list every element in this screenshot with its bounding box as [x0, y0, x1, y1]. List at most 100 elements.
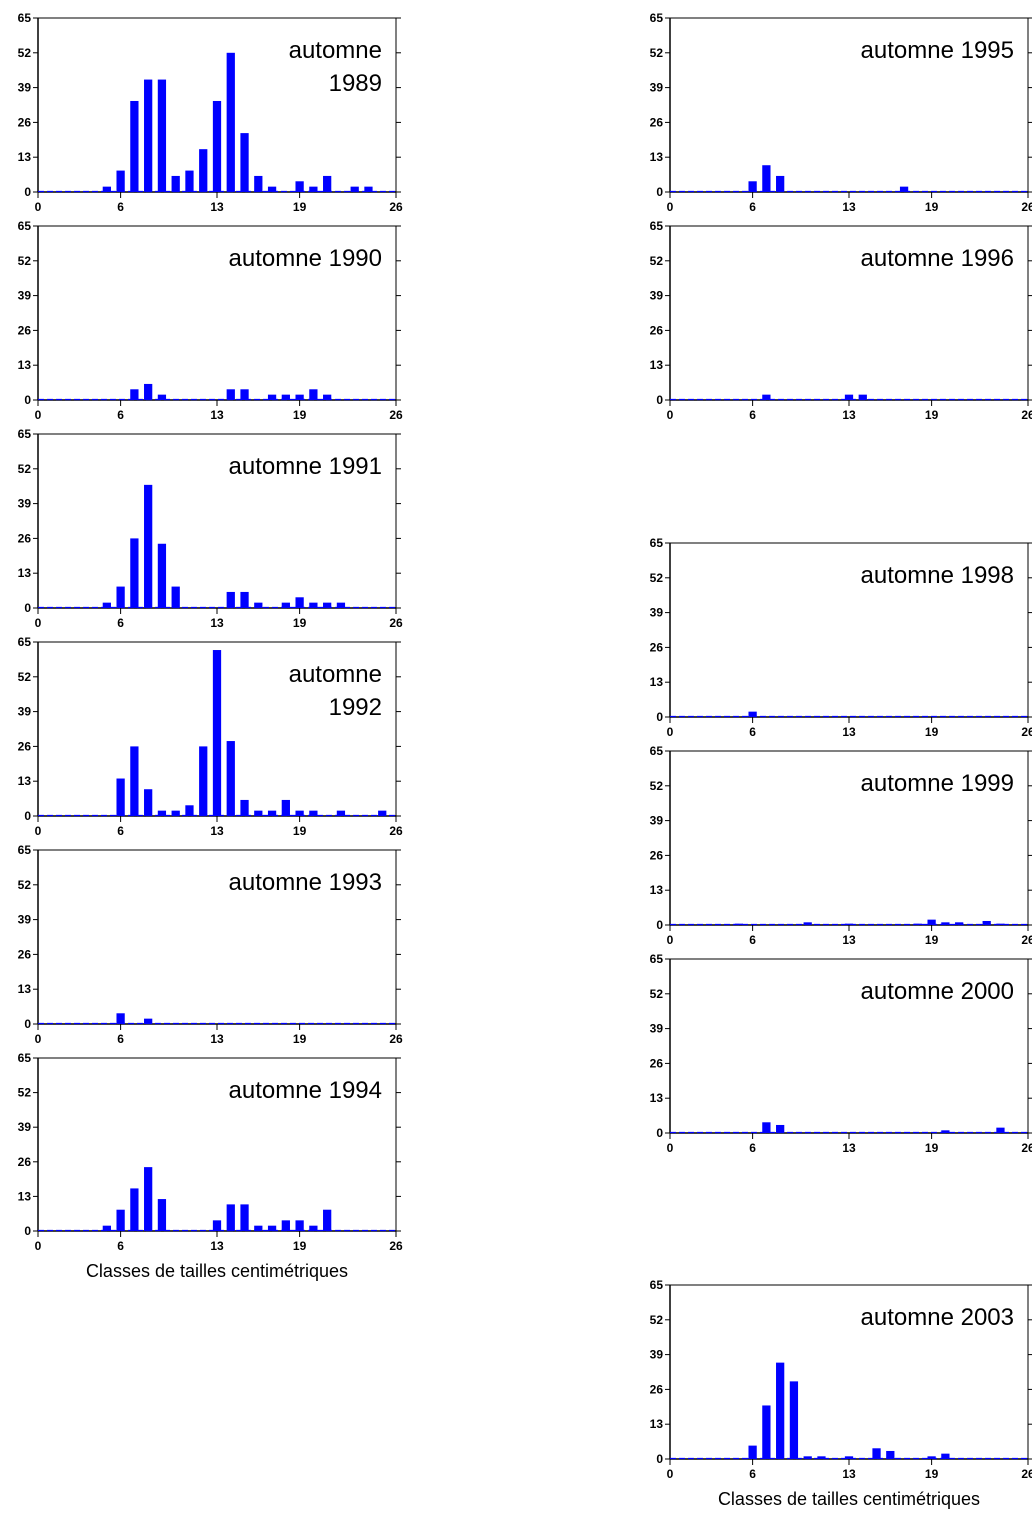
y-tick-label: 65: [18, 635, 32, 649]
x-tick-label: 19: [925, 725, 939, 739]
panel-title: automne 1999: [861, 770, 1014, 797]
x-tick-label: 19: [925, 1141, 939, 1155]
y-tick-label: 39: [18, 289, 32, 303]
y-tick-label: 65: [650, 11, 664, 25]
x-tick-label: 19: [293, 616, 307, 630]
y-tick-label: 52: [650, 571, 664, 585]
histogram-bar: [157, 394, 167, 400]
y-tick-label: 0: [656, 710, 663, 724]
y-tick-label: 0: [24, 1017, 31, 1031]
histogram-bar: [996, 923, 1005, 925]
histogram-bar: [102, 602, 111, 608]
histogram-bar: [886, 1450, 895, 1459]
histogram-bar: [226, 1204, 235, 1231]
x-tick-label: 0: [667, 1467, 674, 1481]
histogram-bar: [130, 746, 139, 816]
x-tick-label: 13: [842, 1141, 856, 1155]
histogram-bar: [171, 175, 180, 192]
histogram-panel: 0 13 26 39 52 65 0 6 13 19 26 automne 1996: [650, 219, 1032, 422]
x-tick-label: 13: [842, 408, 856, 422]
x-tick-label: 13: [210, 1032, 224, 1046]
y-tick-label: 52: [18, 462, 32, 476]
histogram-bar: [185, 170, 194, 192]
histogram-bar: [941, 1453, 950, 1459]
y-tick-label: 26: [18, 739, 32, 753]
histogram-bar: [144, 1018, 153, 1024]
histogram-bar: [116, 1209, 125, 1231]
histogram-bar: [309, 186, 318, 192]
x-tick-label: 0: [667, 725, 674, 739]
y-tick-label: 13: [650, 883, 664, 897]
histogram-bar: [116, 1013, 125, 1024]
histogram-bar: [130, 389, 139, 400]
histogram-bar: [171, 586, 180, 608]
y-tick-label: 65: [650, 1278, 664, 1292]
x-tick-label: 6: [117, 1032, 124, 1046]
panel-title: automne 1991: [229, 453, 382, 480]
x-tick-label: 26: [1021, 725, 1032, 739]
histogram-bar: [254, 1225, 263, 1231]
histogram-bar: [144, 79, 153, 192]
y-tick-label: 52: [18, 878, 32, 892]
x-tick-label: 19: [293, 824, 307, 838]
histogram-bar: [295, 597, 304, 608]
histogram-bar: [185, 805, 194, 816]
y-tick-label: 39: [650, 1348, 664, 1362]
histogram-bar: [254, 810, 263, 816]
panel-title: automne 2000: [861, 978, 1014, 1005]
y-tick-label: 26: [650, 640, 664, 654]
histogram-bar: [102, 186, 111, 192]
y-tick-label: 39: [18, 913, 32, 927]
x-tick-label: 19: [293, 200, 307, 214]
histogram-bar: [350, 186, 359, 192]
x-tick-label: 0: [667, 200, 674, 214]
histogram-bar: [982, 920, 991, 925]
histogram-bar: [734, 923, 743, 925]
histogram-bar: [199, 149, 208, 192]
x-tick-label: 6: [117, 616, 124, 630]
y-tick-label: 65: [18, 1051, 32, 1065]
histogram-bar: [336, 602, 346, 608]
y-tick-label: 39: [18, 497, 32, 511]
histogram-bar: [144, 383, 153, 400]
y-tick-label: 65: [18, 843, 32, 857]
y-tick-label: 52: [18, 1086, 32, 1100]
histogram-bar: [309, 1225, 318, 1231]
histogram-bar: [955, 922, 964, 925]
y-tick-label: 52: [650, 779, 664, 793]
histogram-bar: [281, 394, 290, 400]
panel-title: automne: [289, 661, 382, 688]
y-tick-label: 52: [18, 254, 32, 268]
y-tick-label: 39: [18, 705, 32, 719]
histogram-bar: [844, 923, 854, 925]
panel-title: automne 2003: [861, 1304, 1014, 1331]
y-tick-label: 39: [18, 1120, 32, 1134]
y-tick-label: 0: [24, 393, 31, 407]
x-tick-label: 26: [389, 824, 403, 838]
x-tick-label: 19: [925, 200, 939, 214]
y-tick-label: 39: [650, 289, 664, 303]
histogram-bar: [748, 181, 757, 192]
histogram-bar: [240, 591, 249, 608]
x-tick-label: 6: [749, 1141, 756, 1155]
panel-title: automne 1994: [229, 1077, 382, 1104]
x-tick-label: 6: [749, 408, 756, 422]
histogram-bar: [858, 394, 867, 400]
histogram-bar: [295, 181, 304, 192]
y-tick-label: 39: [650, 606, 664, 620]
histogram-bar: [157, 810, 167, 816]
histogram-bar: [199, 746, 208, 816]
x-tick-label: 0: [35, 408, 42, 422]
x-tick-label: 26: [389, 1239, 403, 1253]
y-tick-label: 13: [650, 675, 664, 689]
histogram-bar: [157, 79, 167, 192]
histogram-bar: [748, 711, 757, 717]
y-tick-label: 26: [18, 531, 32, 545]
y-tick-label: 26: [650, 1056, 664, 1070]
y-tick-label: 52: [650, 987, 664, 1001]
panel-title: automne 1995: [861, 37, 1014, 64]
histogram-panel: 0 13 26 39 52 65 0 6 13 19 26 automne 1989: [18, 11, 403, 214]
y-tick-label: 26: [18, 1155, 32, 1169]
histogram-bar: [844, 394, 854, 400]
y-tick-label: 65: [650, 536, 664, 550]
